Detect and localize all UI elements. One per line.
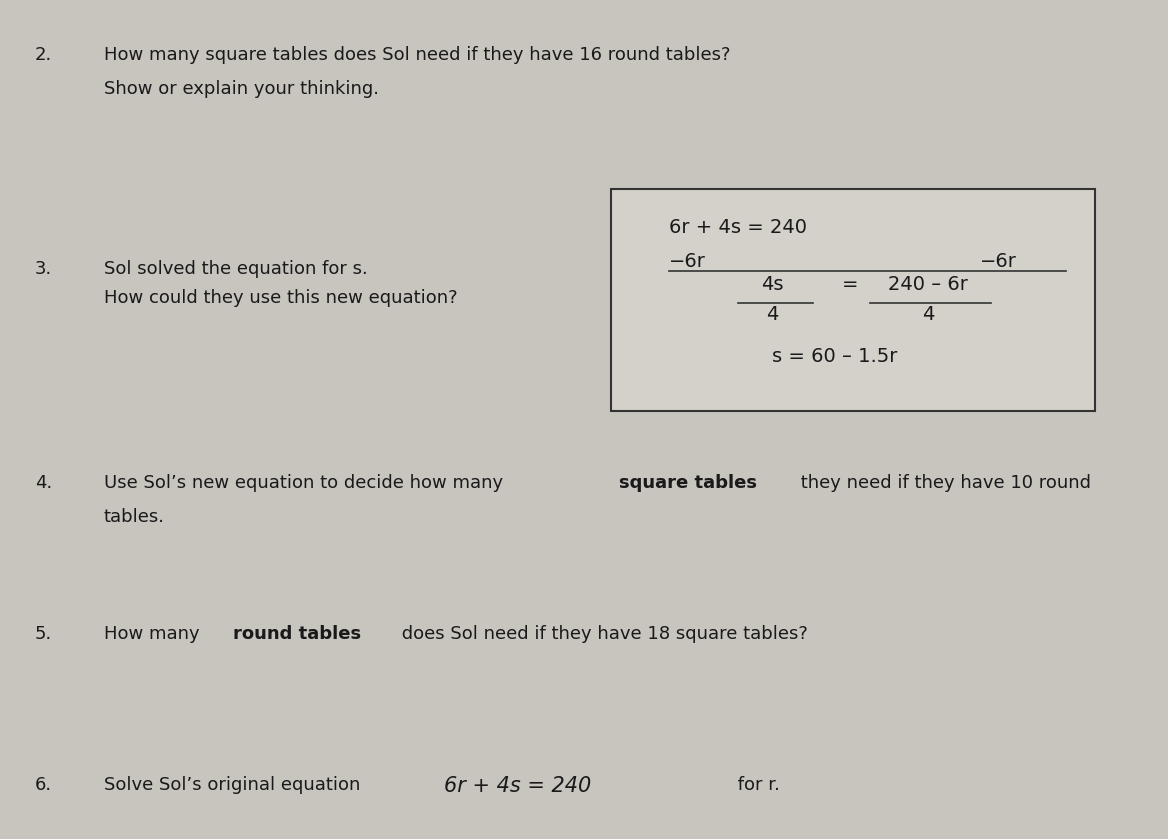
Text: 4: 4 (922, 305, 934, 324)
Text: 240 – 6r: 240 – 6r (888, 275, 968, 294)
Text: 6r + 4s = 240: 6r + 4s = 240 (668, 218, 807, 237)
FancyBboxPatch shape (611, 189, 1096, 411)
Text: 4.: 4. (35, 474, 51, 492)
Text: How many square tables does Sol need if they have 16 round tables?: How many square tables does Sol need if … (104, 46, 730, 64)
Text: round tables: round tables (232, 625, 361, 643)
Text: =: = (842, 275, 858, 294)
Text: 4s: 4s (762, 275, 784, 294)
Text: they need if they have 10 round: they need if they have 10 round (795, 474, 1091, 492)
Text: 5.: 5. (35, 625, 51, 643)
Text: How could they use this new equation?: How could they use this new equation? (104, 289, 458, 307)
Text: Sol solved the equation for s.: Sol solved the equation for s. (104, 260, 368, 278)
Text: for r.: for r. (732, 776, 780, 794)
Text: 3.: 3. (35, 260, 51, 278)
Text: tables.: tables. (104, 508, 165, 525)
Text: 2.: 2. (35, 46, 51, 64)
Text: 6.: 6. (35, 776, 51, 794)
Text: 6r + 4s = 240: 6r + 4s = 240 (444, 776, 591, 796)
Text: s = 60 – 1.5r: s = 60 – 1.5r (772, 347, 898, 366)
Text: square tables: square tables (619, 474, 757, 492)
Text: Use Sol’s new equation to decide how many: Use Sol’s new equation to decide how man… (104, 474, 508, 492)
Text: does Sol need if they have 18 square tables?: does Sol need if they have 18 square tab… (396, 625, 808, 643)
Text: Show or explain your thinking.: Show or explain your thinking. (104, 80, 378, 97)
Text: −6r: −6r (668, 252, 705, 271)
Text: −6r: −6r (980, 252, 1017, 271)
Text: Solve Sol’s original equation: Solve Sol’s original equation (104, 776, 366, 794)
Text: 4: 4 (766, 305, 779, 324)
Text: How many: How many (104, 625, 206, 643)
